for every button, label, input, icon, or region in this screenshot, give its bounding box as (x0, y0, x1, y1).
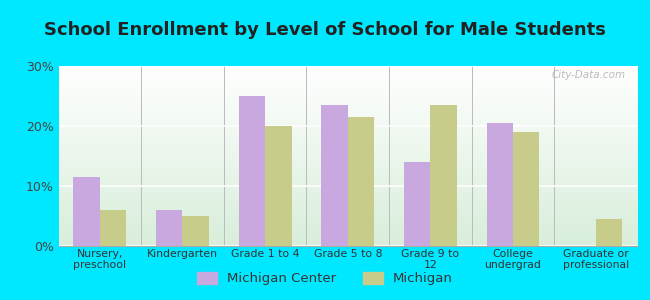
Text: City-Data.com: City-Data.com (551, 70, 625, 80)
Bar (73, 177, 100, 246)
Bar (321, 105, 348, 246)
Bar (100, 210, 126, 246)
Bar (239, 96, 265, 246)
Bar (348, 117, 374, 246)
Bar (487, 123, 513, 246)
Bar (265, 126, 292, 246)
Text: School Enrollment by Level of School for Male Students: School Enrollment by Level of School for… (44, 21, 606, 39)
Bar (513, 132, 540, 246)
Bar (156, 210, 183, 246)
Bar (183, 216, 209, 246)
Bar (595, 219, 622, 246)
Legend: Michigan Center, Michigan: Michigan Center, Michigan (192, 266, 458, 290)
Bar (430, 105, 457, 246)
Bar (404, 162, 430, 246)
